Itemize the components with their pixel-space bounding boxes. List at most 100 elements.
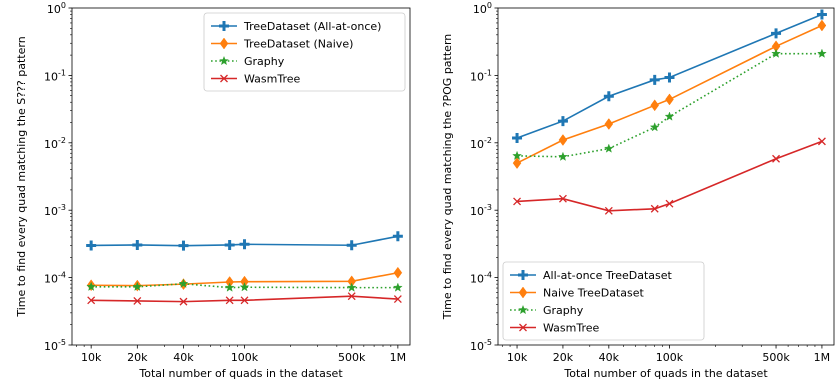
data-point xyxy=(132,281,143,291)
data-point xyxy=(604,206,613,215)
x-tick-label: 500k xyxy=(338,351,366,364)
legend-label: WasmTree xyxy=(543,322,600,335)
data-point xyxy=(512,150,522,160)
x-tick-label: 100k xyxy=(231,351,259,364)
y-tick-label: 10-2 xyxy=(470,136,492,151)
y-tick-label: 100 xyxy=(47,1,66,16)
x-tick-label: 500k xyxy=(762,351,790,364)
x-axis-label: Total number of quads in the dataset xyxy=(563,367,768,380)
legend-label: Naive TreeDataset xyxy=(543,287,644,300)
data-point xyxy=(87,296,96,305)
data-point xyxy=(179,297,188,306)
series-2 xyxy=(86,278,403,292)
data-point xyxy=(239,239,250,250)
series-3 xyxy=(87,292,402,306)
legend-label: TreeDataset (All-at-once) xyxy=(243,20,381,33)
legend-marker xyxy=(518,286,528,299)
series-1 xyxy=(512,19,827,170)
y-tick-label: 10-1 xyxy=(470,68,492,83)
y-tick-label: 10-4 xyxy=(44,271,66,286)
x-axis-label: Total number of quads in the dataset xyxy=(138,367,343,380)
legend: TreeDataset (All-at-once) TreeDataset (Na… xyxy=(203,12,406,92)
y-tick-label: 10-3 xyxy=(44,203,66,218)
data-point xyxy=(393,266,403,279)
data-point xyxy=(178,278,189,288)
data-point xyxy=(604,118,614,130)
legend-label: TreeDataset (Naive) xyxy=(243,38,353,51)
right-chart: 10-5 10-4 10-3 10-2 10-1 100 10k 20k 40k 100k 500k… xyxy=(441,1,835,380)
data-point xyxy=(650,99,660,112)
data-point xyxy=(817,137,826,146)
data-point xyxy=(346,240,357,251)
data-point xyxy=(512,157,522,170)
legend-marker xyxy=(519,323,527,332)
series-0 xyxy=(512,9,827,143)
data-point xyxy=(817,48,827,58)
data-point xyxy=(650,204,659,213)
data-point xyxy=(225,296,234,305)
data-point xyxy=(347,292,356,301)
y-tick-label: 10-5 xyxy=(44,338,66,353)
data-point xyxy=(224,239,235,250)
data-point xyxy=(665,199,674,208)
data-point xyxy=(86,281,96,291)
x-tick-label: 40k xyxy=(173,351,194,364)
data-point xyxy=(132,239,143,250)
x-tick-label: 20k xyxy=(553,351,574,364)
data-point xyxy=(346,282,357,292)
plot-frame xyxy=(497,7,835,346)
data-point xyxy=(771,48,781,58)
legend-label: All-at-once TreeDataset xyxy=(543,269,673,282)
data-point xyxy=(603,91,614,102)
y-tick-label: 10-3 xyxy=(470,203,492,218)
legend-marker xyxy=(518,304,528,315)
plot-frame xyxy=(71,7,411,346)
data-point xyxy=(133,297,142,305)
data-point xyxy=(240,296,249,305)
data-point xyxy=(816,9,827,20)
legend-label: WasmTree xyxy=(244,73,301,86)
y-axis-label: Time to find every quad matching the S??… xyxy=(15,36,28,317)
data-point xyxy=(664,111,675,121)
legend-marker xyxy=(518,270,528,280)
data-point xyxy=(239,282,250,292)
x-tick-label: 1M xyxy=(390,351,407,364)
data-point xyxy=(393,295,402,304)
data-point xyxy=(649,74,660,85)
legend-box xyxy=(502,261,705,341)
legend-box xyxy=(203,12,406,92)
y-tick-label: 10-4 xyxy=(470,271,492,286)
legend-marker xyxy=(220,74,228,83)
data-point xyxy=(772,154,780,163)
data-point xyxy=(817,19,827,32)
x-tick-label: 1M xyxy=(814,351,831,364)
y-axis-label: Time to find every quad matching the ?PO… xyxy=(441,34,454,321)
x-tick-label: 10k xyxy=(81,351,102,364)
legend-marker xyxy=(219,55,229,66)
data-point xyxy=(392,231,403,242)
data-point xyxy=(558,151,568,161)
series-3 xyxy=(513,137,826,215)
legend-marker xyxy=(219,21,229,31)
legend-marker xyxy=(219,37,229,50)
x-tick-label: 100k xyxy=(656,351,684,364)
data-point xyxy=(558,134,568,146)
data-point xyxy=(513,197,522,206)
x-tick-label: 20k xyxy=(127,351,148,364)
data-point xyxy=(393,282,403,292)
x-tick-label: 40k xyxy=(599,351,620,364)
legend-label: Graphy xyxy=(543,304,584,317)
series-0 xyxy=(86,231,403,251)
data-point xyxy=(771,28,782,39)
data-point xyxy=(649,122,660,132)
data-point xyxy=(558,194,567,203)
series-2 xyxy=(512,48,827,161)
y-tick-label: 10-5 xyxy=(470,338,492,353)
y-tick-label: 10-2 xyxy=(44,136,66,151)
y-tick-label: 100 xyxy=(473,1,492,16)
data-point xyxy=(557,116,568,127)
left-chart: 10-5 10-4 10-3 10-2 10-1 100 10k 20k 40k 100k 500k… xyxy=(15,1,411,380)
data-point xyxy=(178,240,189,251)
data-point xyxy=(224,282,235,292)
